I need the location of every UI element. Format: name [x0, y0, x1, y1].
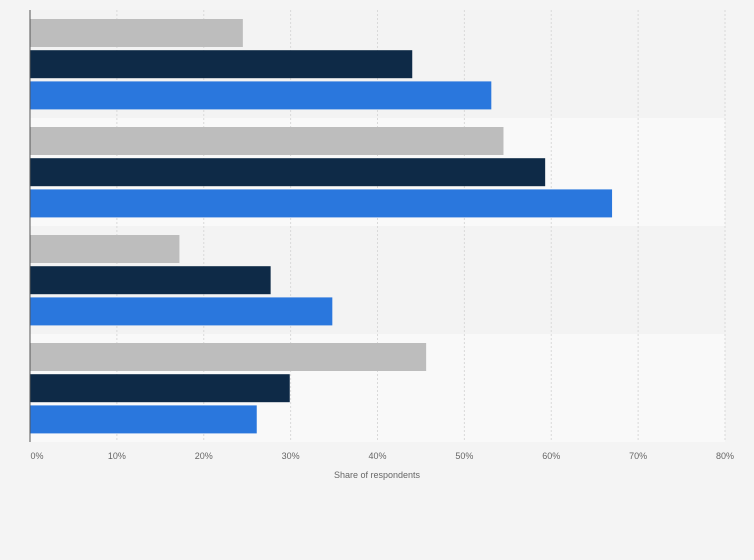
x-tick-label: 0% [30, 451, 43, 461]
bar [30, 235, 180, 263]
x-tick-label: 30% [282, 451, 300, 461]
bar [30, 343, 427, 371]
bar [30, 374, 290, 403]
bar [30, 127, 504, 155]
bar [30, 266, 271, 295]
x-tick-label: 70% [629, 451, 647, 461]
x-tick-label: 40% [368, 451, 386, 461]
x-tick-label: 60% [542, 451, 560, 461]
x-tick-label: 80% [716, 451, 734, 461]
x-axis-title: Share of respondents [334, 470, 421, 480]
bar [30, 19, 243, 47]
bar [30, 50, 413, 79]
bars [30, 19, 613, 434]
bar [30, 405, 257, 434]
x-tick-label: 50% [455, 451, 473, 461]
x-tick-label: 10% [108, 451, 126, 461]
bar [30, 297, 333, 326]
x-tick-label: 20% [195, 451, 213, 461]
bar [30, 81, 492, 110]
bar [30, 189, 613, 218]
bar [30, 158, 546, 187]
x-axis-tick-labels: 0% 10% 20% 30% 40% 50% 60% 70% 80% [30, 451, 734, 461]
